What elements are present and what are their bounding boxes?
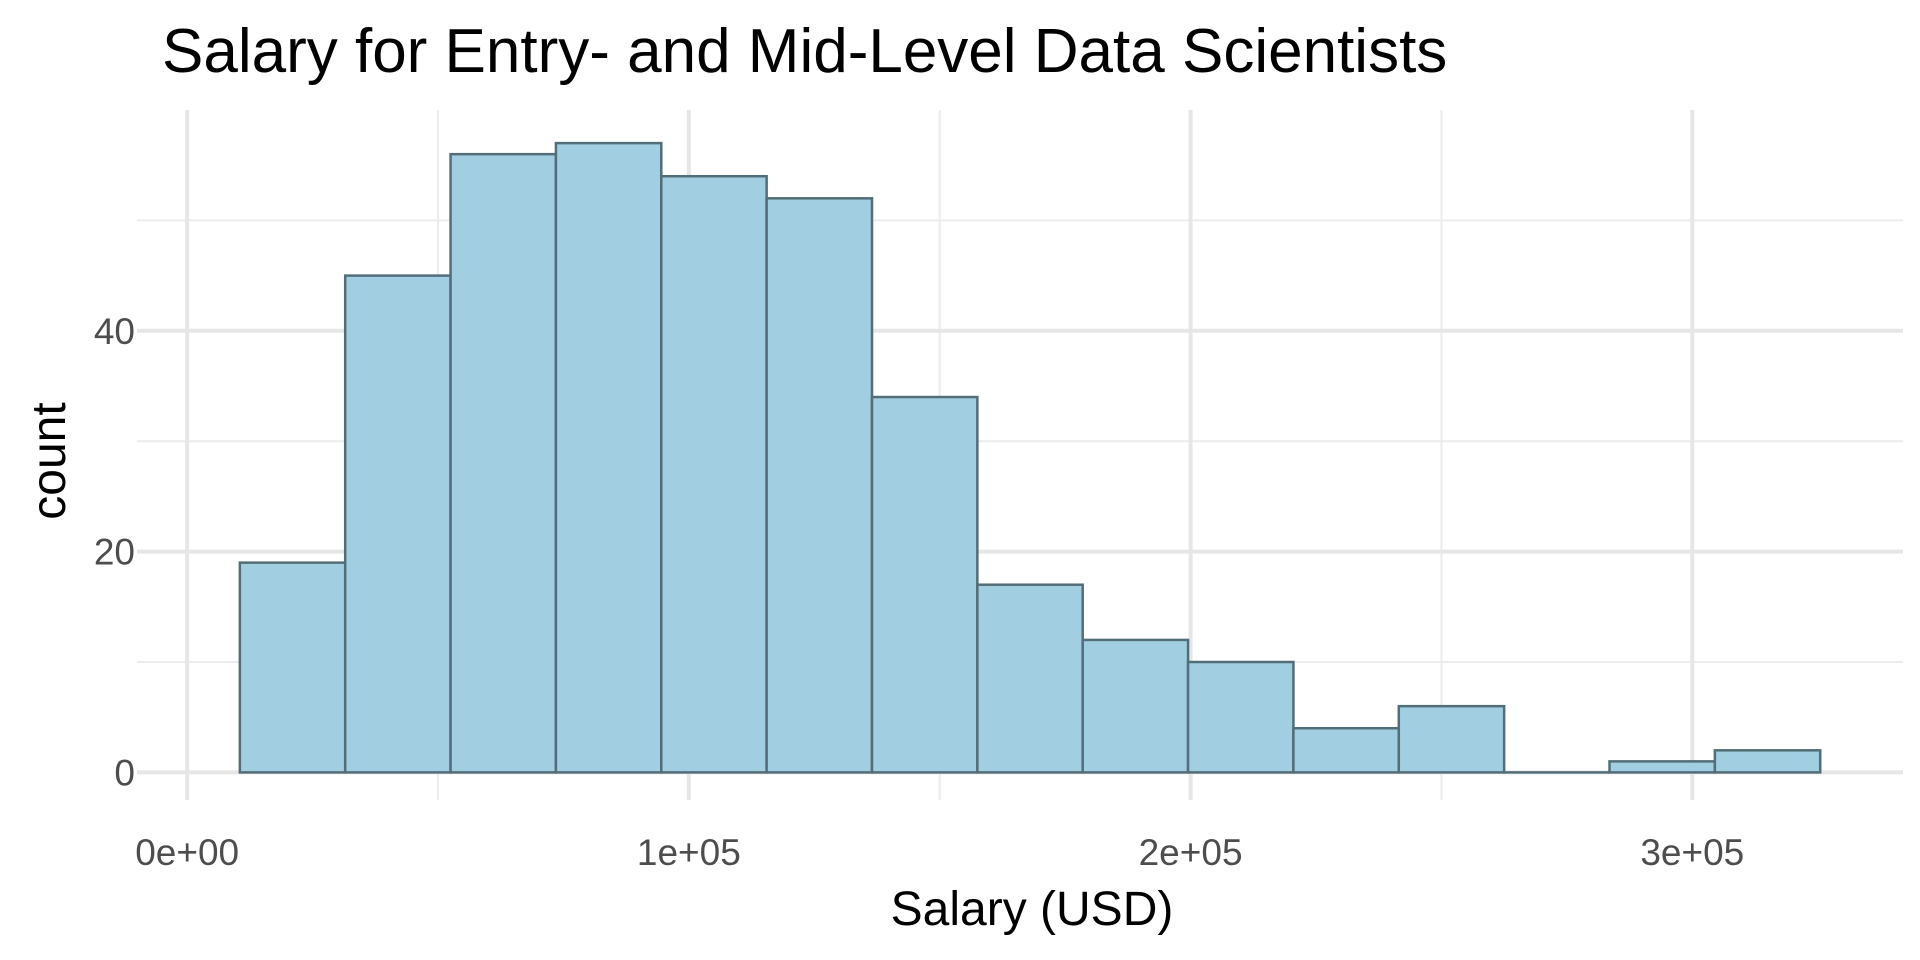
chart-title: Salary for Entry- and Mid-Level Data Sci…	[162, 17, 1447, 86]
histogram-bar	[976, 583, 1084, 774]
histogram-bar	[1713, 749, 1822, 774]
histogram-bar	[343, 274, 452, 774]
histogram-bar	[1608, 760, 1717, 774]
histogram-bar	[1186, 660, 1295, 774]
histogram-bar	[238, 561, 347, 774]
histogram-bar	[1292, 726, 1401, 774]
histogram-bar	[554, 141, 663, 774]
histogram-bar	[870, 395, 979, 774]
y-tick-label: 40	[94, 311, 135, 352]
x-axis-title: Salary (USD)	[891, 883, 1174, 936]
y-tick-label: 0	[114, 752, 135, 793]
y-axis-tick-labels: 0 20 40	[94, 311, 135, 794]
x-tick-label: 2e+05	[1139, 832, 1243, 873]
histogram-bar	[765, 197, 874, 774]
histogram-bar	[1081, 638, 1190, 774]
y-axis-title: count	[23, 402, 76, 519]
x-tick-label: 3e+05	[1640, 832, 1744, 873]
histogram-bar	[1397, 704, 1506, 774]
y-tick-label: 20	[94, 532, 135, 573]
x-tick-label: 1e+05	[637, 832, 741, 873]
histogram-bar	[449, 152, 558, 774]
x-axis-tick-labels: 0e+00 1e+05 2e+05 3e+05	[135, 832, 1744, 873]
x-tick-label: 0e+00	[135, 832, 239, 873]
histogram-bar	[660, 174, 768, 774]
histogram-bars	[238, 141, 1822, 774]
